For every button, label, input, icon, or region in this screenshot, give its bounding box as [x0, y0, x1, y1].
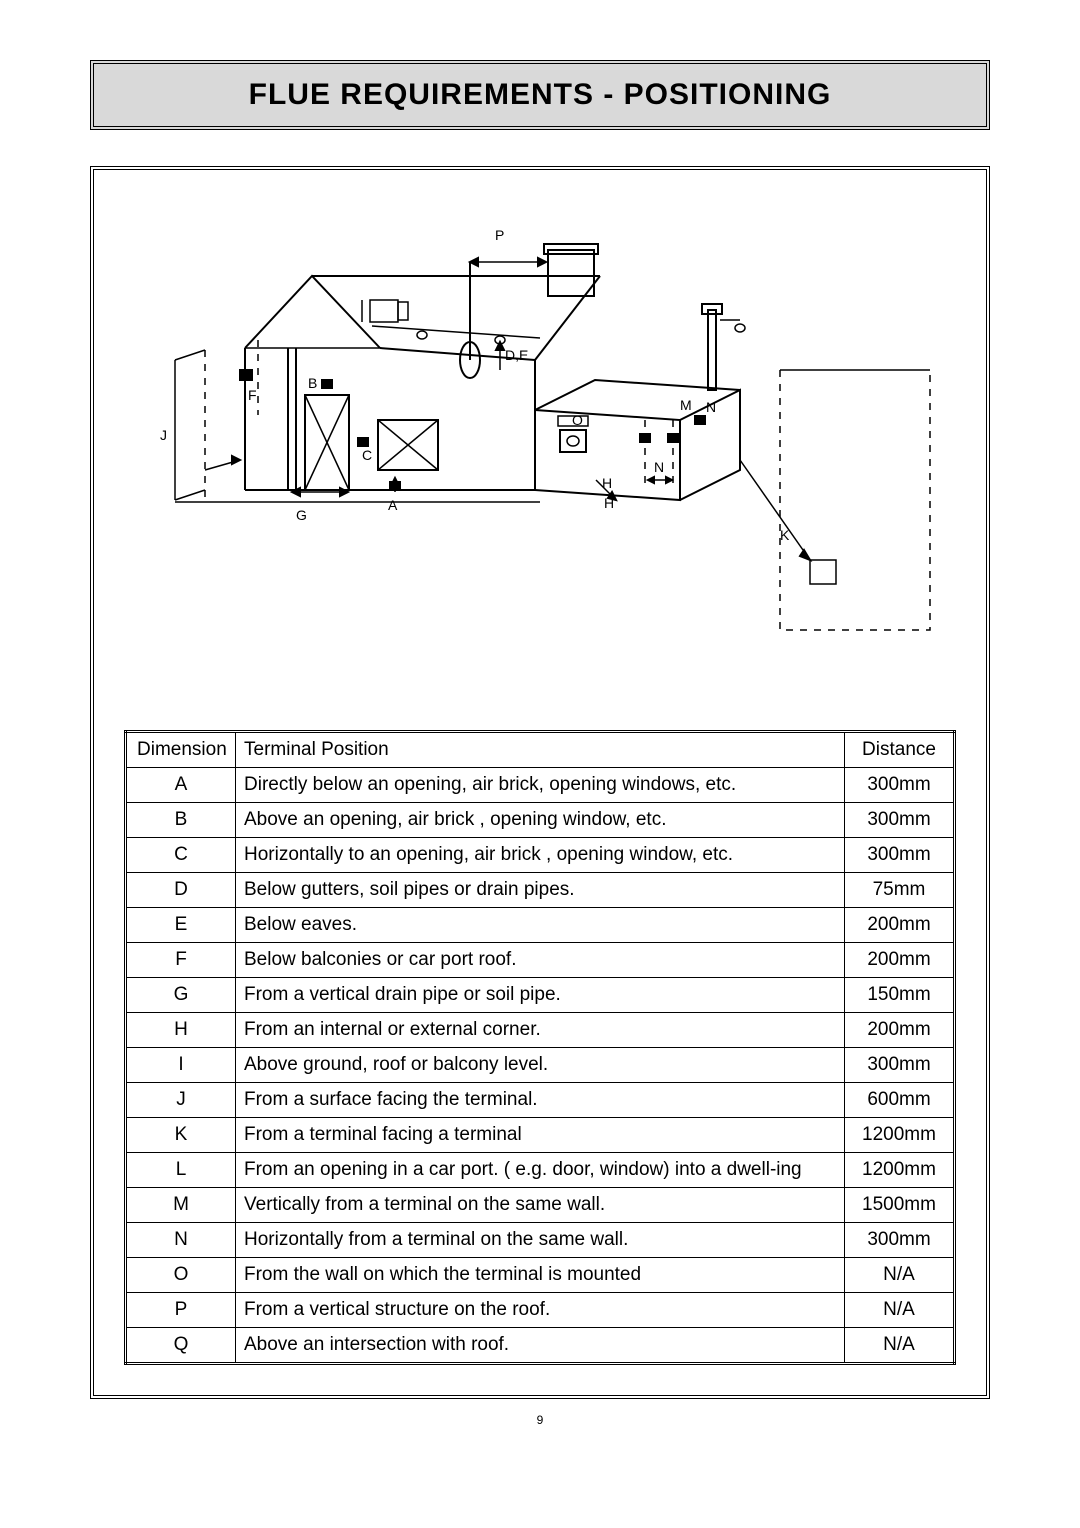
- cell-dimension: F: [126, 943, 236, 978]
- cell-dimension: O: [126, 1258, 236, 1293]
- table-row: LFrom an opening in a car port. ( e.g. d…: [126, 1153, 955, 1188]
- cell-position: Vertically from a terminal on the same w…: [236, 1188, 845, 1223]
- cell-distance: 200mm: [845, 1013, 955, 1048]
- cell-position: Horizontally from a terminal on the same…: [236, 1223, 845, 1258]
- table-row: NHorizontally from a terminal on the sam…: [126, 1223, 955, 1258]
- cell-position: Directly below an opening, air brick, op…: [236, 768, 845, 803]
- svg-text:P: P: [495, 227, 504, 243]
- cell-dimension: H: [126, 1013, 236, 1048]
- svg-text:M: M: [680, 397, 692, 413]
- svg-text:N: N: [706, 399, 716, 415]
- cell-dimension: Q: [126, 1328, 236, 1364]
- svg-text:B: B: [308, 375, 317, 391]
- cell-distance: 1200mm: [845, 1153, 955, 1188]
- table-row: DBelow gutters, soil pipes or drain pipe…: [126, 873, 955, 908]
- table-row: EBelow eaves.200mm: [126, 908, 955, 943]
- cell-distance: 300mm: [845, 768, 955, 803]
- cell-distance: 300mm: [845, 1223, 955, 1258]
- col-position: Terminal Position: [236, 732, 845, 768]
- svg-text:N: N: [654, 459, 664, 475]
- col-distance: Distance: [845, 732, 955, 768]
- cell-position: From a vertical structure on the roof.: [236, 1293, 845, 1328]
- cell-position: Horizontally to an opening, air brick , …: [236, 838, 845, 873]
- cell-dimension: G: [126, 978, 236, 1013]
- cell-distance: N/A: [845, 1293, 955, 1328]
- cell-position: Below gutters, soil pipes or drain pipes…: [236, 873, 845, 908]
- cell-position: Above ground, roof or balcony level.: [236, 1048, 845, 1083]
- cell-position: Below eaves.: [236, 908, 845, 943]
- cell-distance: 300mm: [845, 838, 955, 873]
- cell-distance: 75mm: [845, 873, 955, 908]
- cell-position: From a surface facing the terminal.: [236, 1083, 845, 1118]
- table-row: JFrom a surface facing the terminal.600m…: [126, 1083, 955, 1118]
- page-title: FLUE REQUIREMENTS - POSITIONING: [104, 78, 976, 112]
- cell-distance: 300mm: [845, 1048, 955, 1083]
- cell-distance: 1500mm: [845, 1188, 955, 1223]
- cell-dimension: L: [126, 1153, 236, 1188]
- cell-dimension: C: [126, 838, 236, 873]
- cell-position: Below balconies or car port roof.: [236, 943, 845, 978]
- table-row: FBelow balconies or car port roof.200mm: [126, 943, 955, 978]
- cell-distance: 300mm: [845, 803, 955, 838]
- cell-position: From an internal or external corner.: [236, 1013, 845, 1048]
- cell-dimension: B: [126, 803, 236, 838]
- cell-dimension: J: [126, 1083, 236, 1118]
- cell-position: From a terminal facing a terminal: [236, 1118, 845, 1153]
- house-diagram: J P: [140, 220, 940, 700]
- requirements-table: Dimension Terminal Position Distance ADi…: [124, 730, 956, 1365]
- table-row: GFrom a vertical drain pipe or soil pipe…: [126, 978, 955, 1013]
- svg-text:A: A: [388, 497, 398, 513]
- cell-distance: N/A: [845, 1258, 955, 1293]
- table-row: HFrom an internal or external corner.200…: [126, 1013, 955, 1048]
- svg-text:J: J: [160, 427, 167, 443]
- table-row: IAbove ground, roof or balcony level.300…: [126, 1048, 955, 1083]
- cell-dimension: P: [126, 1293, 236, 1328]
- cell-distance: N/A: [845, 1328, 955, 1364]
- cell-distance: 200mm: [845, 943, 955, 978]
- cell-distance: 150mm: [845, 978, 955, 1013]
- cell-dimension: E: [126, 908, 236, 943]
- table-row: KFrom a terminal facing a terminal1200mm: [126, 1118, 955, 1153]
- cell-position: From an opening in a car port. ( e.g. do…: [236, 1153, 845, 1188]
- table-row: CHorizontally to an opening, air brick ,…: [126, 838, 955, 873]
- table-header-row: Dimension Terminal Position Distance: [126, 732, 955, 768]
- page-number: 9: [90, 1413, 990, 1427]
- cell-position: From the wall on which the terminal is m…: [236, 1258, 845, 1293]
- cell-position: Above an opening, air brick , opening wi…: [236, 803, 845, 838]
- title-box: FLUE REQUIREMENTS - POSITIONING: [90, 60, 990, 130]
- cell-position: From a vertical drain pipe or soil pipe.: [236, 978, 845, 1013]
- cell-position: Above an intersection with roof.: [236, 1328, 845, 1364]
- table-row: QAbove an intersection with roof.N/A: [126, 1328, 955, 1364]
- col-dimension: Dimension: [126, 732, 236, 768]
- cell-dimension: N: [126, 1223, 236, 1258]
- table-row: MVertically from a terminal on the same …: [126, 1188, 955, 1223]
- svg-text:G: G: [296, 507, 307, 523]
- diagram-wrap: J P: [124, 220, 956, 700]
- svg-text:C: C: [362, 447, 372, 463]
- table-row: ADirectly below an opening, air brick, o…: [126, 768, 955, 803]
- svg-text:H: H: [602, 475, 612, 491]
- cell-dimension: M: [126, 1188, 236, 1223]
- cell-dimension: I: [126, 1048, 236, 1083]
- cell-dimension: K: [126, 1118, 236, 1153]
- svg-text:D,E: D,E: [505, 347, 528, 363]
- table-row: OFrom the wall on which the terminal is …: [126, 1258, 955, 1293]
- table-row: BAbove an opening, air brick , opening w…: [126, 803, 955, 838]
- cell-dimension: D: [126, 873, 236, 908]
- cell-distance: 1200mm: [845, 1118, 955, 1153]
- table-row: PFrom a vertical structure on the roof.N…: [126, 1293, 955, 1328]
- svg-text:F: F: [248, 387, 257, 403]
- content-box: J P: [90, 166, 990, 1399]
- cell-dimension: A: [126, 768, 236, 803]
- cell-distance: 200mm: [845, 908, 955, 943]
- cell-distance: 600mm: [845, 1083, 955, 1118]
